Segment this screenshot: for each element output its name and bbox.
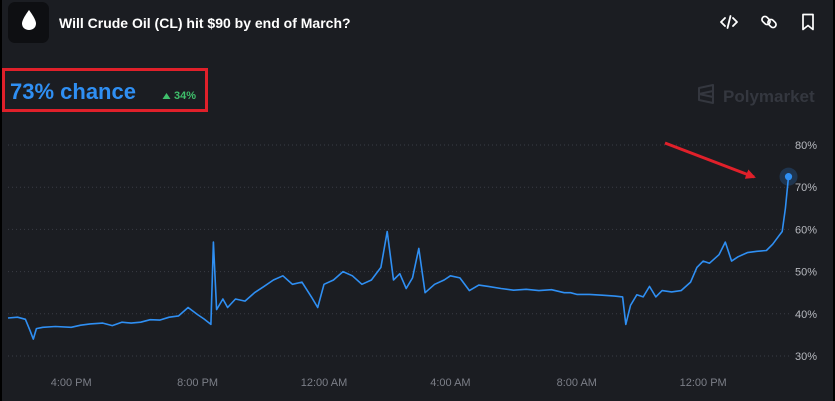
y-tick-label: 60%	[795, 224, 817, 236]
change-value: 34%	[174, 90, 197, 102]
y-tick-label: 80%	[795, 140, 817, 152]
market-logo	[8, 2, 49, 43]
embed-button[interactable]	[719, 14, 739, 34]
x-tick-label: 4:00 PM	[51, 377, 92, 389]
market-title[interactable]: Will Crude Oil (CL) hit $90 by end of Ma…	[59, 15, 351, 31]
y-tick-label: 50%	[795, 267, 817, 279]
y-tick-label: 70%	[795, 182, 817, 194]
link-icon	[760, 13, 778, 36]
polymarket-watermark: Polymarket	[696, 84, 815, 109]
x-tick-label: 8:00 PM	[177, 377, 218, 389]
copy-link-button[interactable]	[759, 14, 779, 34]
x-tick-label: 4:00 AM	[430, 377, 470, 389]
oil-drop-icon	[21, 9, 37, 36]
y-tick-label: 30%	[795, 351, 817, 363]
change-badge: 34%	[162, 87, 196, 105]
market-header: Will Crude Oil (CL) hit $90 by end of Ma…	[2, 0, 833, 50]
bookmark-icon	[801, 13, 815, 36]
x-tick-label: 12:00 AM	[301, 377, 347, 389]
chance-value: 73% chance	[10, 79, 136, 104]
watermark-text: Polymarket	[723, 86, 815, 106]
bookmark-button[interactable]	[798, 13, 818, 36]
triangle-up-icon	[162, 87, 171, 105]
series-line	[7, 176, 790, 340]
x-tick-label: 12:00 PM	[680, 377, 727, 389]
code-embed-icon	[720, 14, 738, 35]
y-tick-label: 40%	[795, 309, 817, 321]
current-point	[784, 173, 793, 181]
polymarket-logo-icon	[696, 84, 716, 109]
chance-highlight: 73% chance 34%	[2, 68, 208, 112]
annotation-arrow	[664, 141, 756, 179]
x-tick-label: 8:00 AM	[557, 377, 597, 389]
